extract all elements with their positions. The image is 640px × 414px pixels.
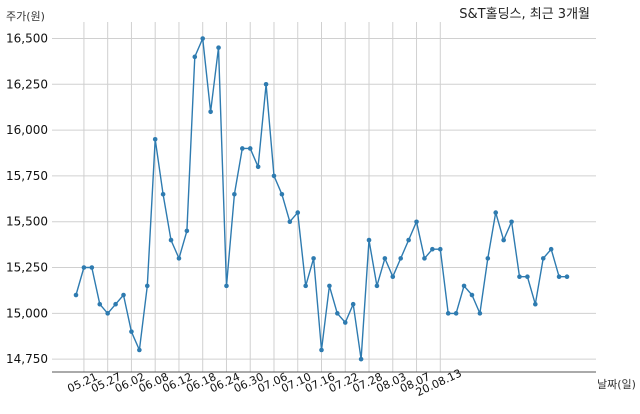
data-point [398,256,403,261]
data-point [81,265,87,270]
data-point [216,45,221,50]
data-point [287,219,293,225]
data-point [192,54,198,60]
grid-lines [52,22,596,372]
data-point [295,210,301,215]
data-point [255,164,261,170]
y-tick-labels: 14,750 15,000 15,250 15,500 15,750 16,000 16,2… [6,31,48,366]
data-point [247,146,253,151]
y-tick-label: 14,750 [6,352,48,366]
data-point [366,237,372,243]
data-point [477,311,483,316]
data-point [461,283,467,289]
data-point [168,237,174,243]
data-point [540,256,546,261]
data-point [422,256,427,261]
data-point [271,173,277,179]
data-point [374,283,380,289]
data-point [89,265,95,270]
y-tick-label: 16,250 [6,77,48,91]
chart-title: S&T홀딩스, 최근 3개월 [459,7,590,22]
data-point [350,301,356,307]
data-point [73,292,79,298]
data-point [279,191,285,197]
data-point [406,237,411,243]
data-point [453,311,459,316]
data-point [342,320,348,325]
data-point [105,311,110,316]
y-tick-label: 15,500 [6,215,48,229]
data-point [97,301,103,307]
data-point [319,347,324,353]
data-point [176,256,182,261]
data-point [327,283,332,289]
data-point [548,246,554,252]
data-point [445,311,451,316]
data-point [517,274,522,280]
data-point [469,292,475,298]
data-point [232,191,237,197]
x-tick-label: 20.08.13 [414,367,464,399]
data-point [240,146,245,151]
data-point [390,274,396,280]
price-series [73,36,570,362]
data-point [152,136,158,142]
data-point [113,301,118,307]
x-tick-labels: 05.2105.2706.0206.0806.1206.1806.2406.30… [65,367,463,399]
data-point [414,219,419,225]
x-axis-label: 날짜(일) [597,377,636,391]
data-point [121,292,126,298]
data-point [208,109,213,115]
data-point [556,274,562,280]
y-tick-label: 16,000 [6,123,48,137]
data-point [137,347,142,353]
data-point [437,246,443,252]
y-tick-label: 15,750 [6,169,48,183]
y-tick-label: 16,500 [6,31,48,45]
data-point [493,210,499,215]
y-tick-label: 15,250 [6,261,48,275]
data-point [430,246,435,252]
data-point [200,36,206,41]
data-point [564,274,570,280]
data-point [224,283,229,289]
y-axis-label: 주가(원) [6,10,45,23]
y-tick-label: 15,000 [6,306,48,320]
data-point [525,274,530,280]
data-point [160,191,166,197]
data-point [358,356,364,362]
data-point [485,256,491,261]
data-point [129,329,134,334]
data-point [533,301,538,307]
data-point [382,256,388,261]
data-point [501,237,506,243]
data-point [144,283,150,289]
data-point [303,283,308,289]
data-point [311,256,316,261]
data-point [509,219,514,225]
data-point [263,82,269,87]
data-point [335,311,340,316]
data-point [184,228,190,234]
